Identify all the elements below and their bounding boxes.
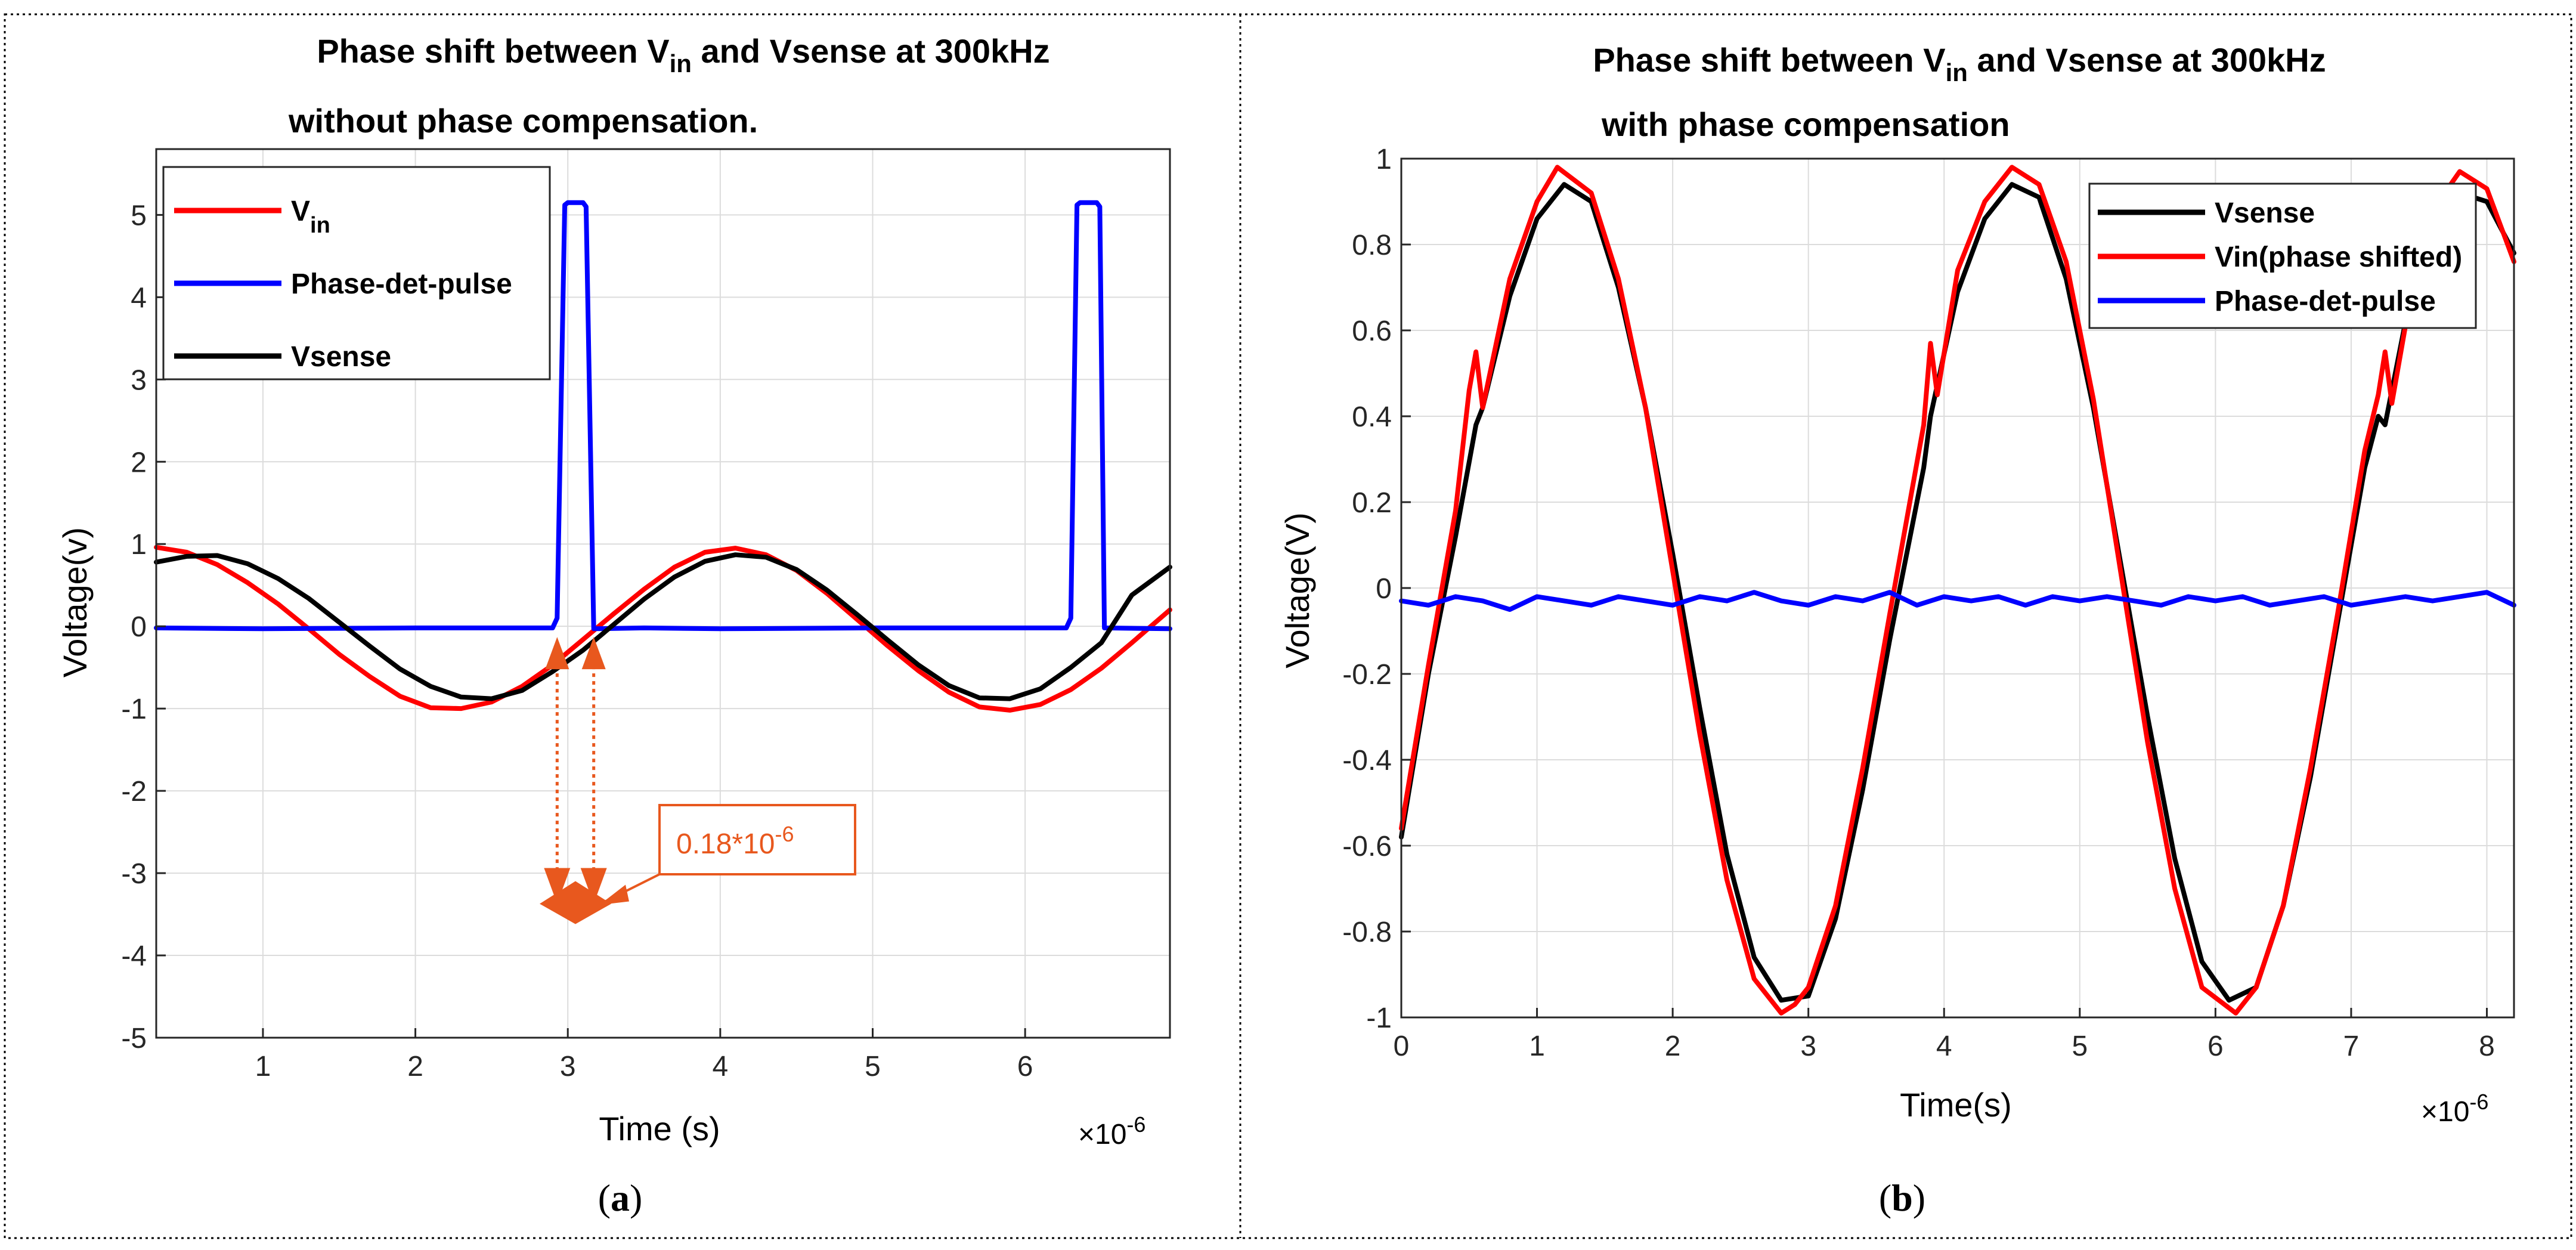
chart-b-y-tick-label: -0.8 [1342,917,1392,948]
chart-b-legend-label-phase-det-pulse: Phase-det-pulse [2215,286,2436,317]
chart-b-y-tick-label: 0.8 [1352,230,1392,261]
chart-a-annotation-text: 0.18*10-6 [676,822,794,860]
chart-a-title-line2: without phase compensation. [288,102,758,140]
chart-a-annotation: 0.18*10-6 [540,637,856,924]
chart-a-legend: Vin Phase-det-pulse Vsense [162,166,551,380]
chart-a-x-label: Time (s) [599,1110,720,1147]
chart-b-x-exponent: ×10-6 [2421,1090,2488,1128]
chart-b-x-tick-label: 6 [2207,1031,2224,1062]
chart-b-y-tick-label: -0.2 [1342,659,1392,691]
chart-a-y-tick-label: 3 [131,364,147,396]
chart-b-title-line1: Phase shift between Vin and Vsense at 30… [1593,41,2326,86]
chart-a-x-exponent: ×10-6 [1078,1112,1145,1150]
figure-border [4,13,2572,1239]
chart-a-y-tick-label: 1 [131,529,147,561]
chart-a-annotation-pointer-head [599,884,630,905]
chart-a-legend-label-vsense: Vsense [291,341,391,373]
chart-a-series [154,200,1172,713]
chart-b-x-tick-label: 5 [2072,1031,2088,1062]
chart-a-ticks: 1 2 3 4 5 6 -5 -4 -3 -2 -1 0 1 2 3 4 5 [121,200,1033,1082]
chart-b-y-tick-label: -1 [1366,1003,1392,1034]
chart-b-y-tick-label: -0.6 [1342,831,1392,862]
chart-b-y-tick-label: 0.6 [1352,315,1392,347]
chart-a-x-tick-label: 5 [865,1051,881,1082]
chart-a-y-tick-label: 5 [131,200,147,231]
chart-b-x-tick-label: 0 [1394,1031,1410,1062]
chart-a-x-tick-label: 3 [560,1051,576,1082]
chart-b-x-tick-label: 8 [2479,1031,2495,1062]
chart-b-x-tick-label: 4 [1936,1031,1952,1062]
chart-b-series-phase-det-pulse [1399,590,2516,612]
chart-panel-b: Phase shift between Vin and Vsense at 30… [1278,41,2516,1219]
chart-a-annotation-arrowhead-up [581,637,606,670]
chart-b-legend-label-vsense: Vsense [2215,197,2315,229]
chart-a-y-tick-label: -2 [121,776,147,807]
chart-a-series-phase-det-pulse [154,200,1172,632]
chart-b-y-tick-label: 0.4 [1352,401,1392,433]
chart-a-legend-label-vin: Vin [291,196,330,238]
chart-a-x-tick-label: 1 [255,1051,271,1082]
chart-a-annotation-star [540,881,612,924]
chart-b-y-tick-label: 1 [1376,144,1392,175]
chart-a-y-tick-label: -4 [121,940,147,972]
chart-a-axes-box [155,148,1171,1039]
chart-a-y-tick-label: -3 [121,858,147,890]
chart-a-y-tick-label: -5 [121,1023,147,1054]
chart-b-title-line2: with phase compensation [1601,106,2010,143]
panel-a-caption: (a) [598,1177,643,1219]
chart-b-legend-label-vin-phase-shifted: Vin(phase shifted) [2215,242,2462,273]
chart-a-x-tick-label: 4 [713,1051,729,1082]
chart-b-series-vin-phase-shifted [1399,165,2516,1016]
chart-b-ticks: 0 1 2 3 4 5 6 7 8 -1 -0.8 -0.6 -0.4 -0.2 0 0.2 0.4 0.6 0.8… [1342,144,2495,1062]
chart-b-y-label: Voltage(V) [1278,512,1316,669]
chart-a-y-tick-label: 2 [131,447,147,478]
chart-b-y-tick-label: -0.4 [1342,745,1392,776]
chart-a-annotation-arrowhead-up [545,637,569,670]
chart-a-annotation-arrowhead-down [580,868,607,904]
chart-a-x-tick-label: 2 [407,1051,423,1082]
chart-b-x-tick-label: 7 [2343,1031,2360,1062]
panel-b-caption: (b) [1879,1177,1925,1219]
chart-b-y-tick-label: 0.2 [1352,487,1392,519]
chart-b-y-tick-label: 0 [1376,573,1392,605]
chart-a-legend-label-phase-det-pulse: Phase-det-pulse [291,268,512,300]
chart-b-x-label: Time(s) [1900,1086,2012,1124]
chart-a-y-tick-label: 4 [131,282,147,314]
chart-a-y-label: Voltage(v) [56,527,94,677]
chart-a-annotation-arrowhead-down [544,868,571,904]
chart-a-annotation-box [658,804,856,875]
chart-b-x-tick-label: 2 [1665,1031,1681,1062]
chart-b-series [1399,165,2516,1016]
chart-a-x-tick-label: 6 [1017,1051,1033,1082]
chart-panel-a: Phase shift between Vin and Vsense at 30… [56,32,1172,1219]
chart-a-y-tick-label: 0 [131,611,147,643]
chart-a-series-vin [154,544,1172,713]
chart-a-series-vsense [154,552,1172,701]
chart-b-x-tick-label: 3 [1800,1031,1816,1062]
chart-b-legend: Vsense Vin(phase shifted) Phase-det-pulse [2088,182,2477,329]
chart-a-y-tick-label: -1 [121,694,147,725]
chart-b-x-tick-label: 1 [1529,1031,1545,1062]
chart-a-title-line1: Phase shift between Vin and Vsense at 30… [317,32,1049,78]
chart-a-legend-box [162,166,551,380]
